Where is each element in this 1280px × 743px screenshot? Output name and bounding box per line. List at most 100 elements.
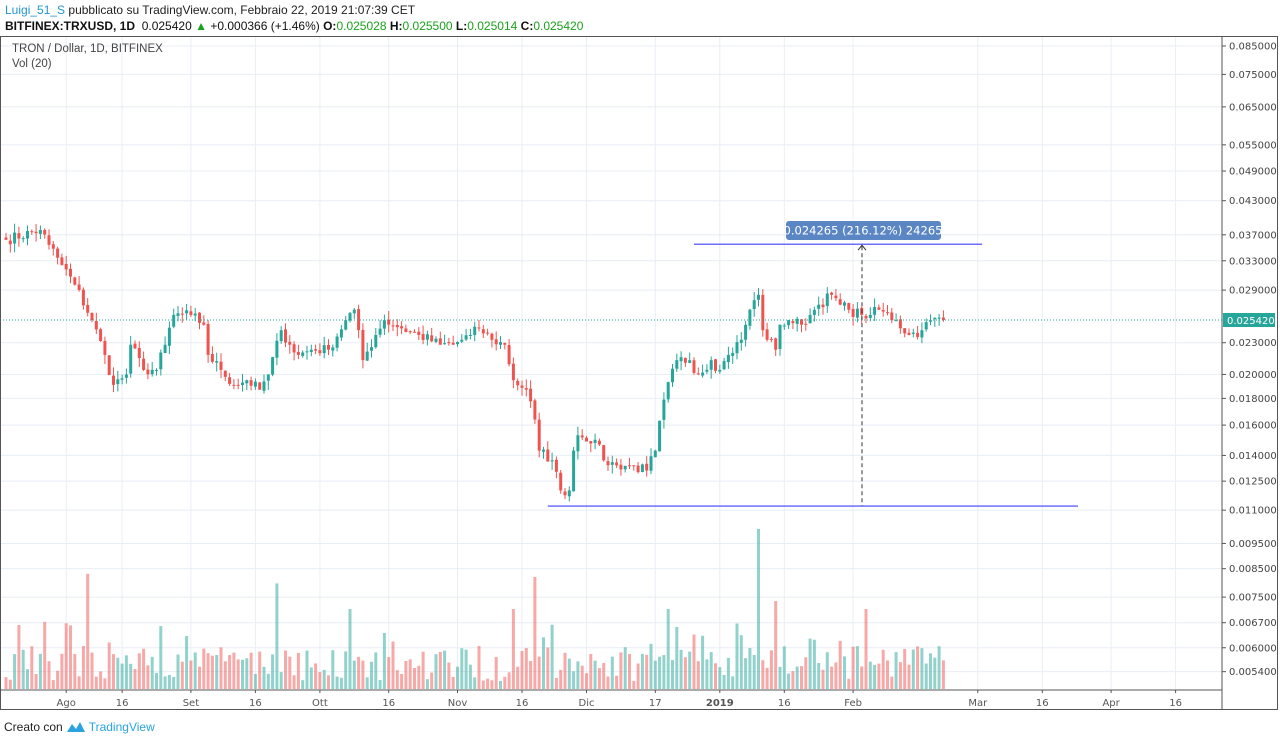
author-link[interactable]: Luigi_51_S bbox=[5, 3, 66, 17]
candle-body bbox=[490, 333, 494, 340]
candle-body bbox=[236, 384, 240, 386]
candle-body bbox=[782, 325, 786, 327]
volume-bar bbox=[739, 635, 743, 689]
volume-bar bbox=[481, 680, 485, 689]
volume-bar bbox=[81, 646, 85, 689]
candle-body bbox=[344, 320, 348, 330]
candle-body bbox=[124, 374, 128, 378]
volume-bar bbox=[576, 661, 580, 689]
volume-bar bbox=[894, 652, 898, 689]
volume-bar bbox=[387, 657, 391, 689]
tradingview-link[interactable]: TradingView bbox=[88, 720, 155, 734]
volume-bar bbox=[344, 651, 348, 689]
candle-body bbox=[38, 229, 42, 234]
candle-body bbox=[34, 231, 38, 234]
volume-bar bbox=[116, 657, 120, 689]
volume-bar bbox=[507, 672, 511, 689]
candle-body bbox=[769, 338, 773, 340]
volume-bar bbox=[172, 676, 176, 689]
candle-body bbox=[73, 277, 77, 285]
volume-bar bbox=[752, 655, 756, 689]
volume-bar bbox=[860, 666, 864, 689]
volume-bar bbox=[51, 680, 55, 689]
low-value: 0.025014 bbox=[467, 19, 518, 33]
open-value: 0.025028 bbox=[336, 19, 387, 33]
candle-body bbox=[404, 328, 408, 332]
volume-bar bbox=[382, 633, 386, 689]
volume-bar bbox=[864, 609, 868, 689]
volume-bar bbox=[873, 664, 877, 689]
candle-body bbox=[198, 312, 201, 323]
volume-bar bbox=[258, 651, 262, 689]
volume-bar bbox=[176, 654, 180, 689]
current-price-label: 0.025420 bbox=[1227, 316, 1275, 327]
volume-bar bbox=[374, 652, 378, 689]
volume-bar bbox=[692, 634, 696, 689]
x-tick-label: 16 bbox=[249, 698, 262, 709]
volume-bar bbox=[817, 662, 821, 689]
x-tick-label: 16 bbox=[1169, 698, 1182, 709]
volume-bar bbox=[266, 673, 270, 689]
volume-bar bbox=[636, 663, 640, 689]
volume-bar bbox=[434, 654, 438, 689]
y-tick-label: 0.065000 bbox=[1229, 102, 1277, 113]
volume-bar bbox=[941, 660, 945, 689]
volume-bar bbox=[696, 661, 700, 689]
volume-bar bbox=[142, 648, 146, 689]
candle-body bbox=[499, 342, 502, 345]
candle-body bbox=[361, 329, 365, 361]
candle-body bbox=[838, 299, 842, 305]
candle-body bbox=[142, 358, 146, 370]
volume-bar bbox=[546, 647, 550, 689]
candle-body bbox=[640, 464, 644, 473]
volume-bar bbox=[920, 648, 924, 689]
volume-bar bbox=[301, 680, 305, 689]
volume-bar bbox=[288, 656, 292, 689]
volume-bar bbox=[675, 626, 679, 689]
candle-body bbox=[683, 357, 687, 363]
volume-bar bbox=[567, 658, 571, 689]
volume-bar bbox=[490, 680, 494, 689]
volume-bar bbox=[821, 669, 825, 689]
volume-bar bbox=[296, 652, 300, 689]
volume-bar bbox=[808, 638, 812, 689]
candle-body bbox=[150, 369, 154, 375]
volume-bar bbox=[86, 573, 90, 689]
volume-bar bbox=[924, 663, 928, 689]
candle-body bbox=[202, 322, 206, 325]
volume-bar bbox=[43, 621, 47, 689]
high-value: 0.025500 bbox=[402, 19, 453, 33]
volume-bar bbox=[774, 601, 778, 689]
y-tick-label: 0.049000 bbox=[1229, 167, 1277, 178]
volume-bar bbox=[748, 648, 752, 689]
low-label: L: bbox=[455, 19, 468, 33]
x-tick-label: Ott bbox=[312, 698, 328, 709]
candle-body bbox=[438, 338, 442, 345]
y-tick-label: 0.037000 bbox=[1229, 230, 1277, 241]
candle-body bbox=[284, 329, 287, 343]
candle-body bbox=[662, 399, 666, 420]
volume-bar bbox=[228, 655, 232, 689]
volume-indicator-label[interactable]: Vol (20) bbox=[12, 58, 52, 70]
volume-bar bbox=[451, 676, 455, 689]
y-tick-label: 0.029000 bbox=[1229, 286, 1277, 297]
candle-body bbox=[81, 289, 85, 306]
volume-bar bbox=[671, 660, 674, 689]
x-tick-label: Nov bbox=[448, 698, 468, 709]
volume-bar bbox=[847, 678, 851, 689]
volume-bar bbox=[133, 668, 137, 689]
measure-arrow-icon bbox=[857, 244, 867, 251]
candle-body bbox=[679, 357, 683, 362]
volume-bar bbox=[167, 674, 171, 689]
candle-body bbox=[868, 314, 872, 318]
candle-body bbox=[507, 345, 511, 365]
volume-bar bbox=[494, 656, 498, 689]
volume-bar bbox=[309, 667, 313, 689]
volume-bar bbox=[322, 669, 326, 689]
volume-bar bbox=[146, 665, 150, 689]
candle-body bbox=[602, 445, 606, 461]
candle-body bbox=[193, 313, 197, 316]
candle-body bbox=[26, 231, 29, 239]
candle-body bbox=[425, 334, 429, 340]
